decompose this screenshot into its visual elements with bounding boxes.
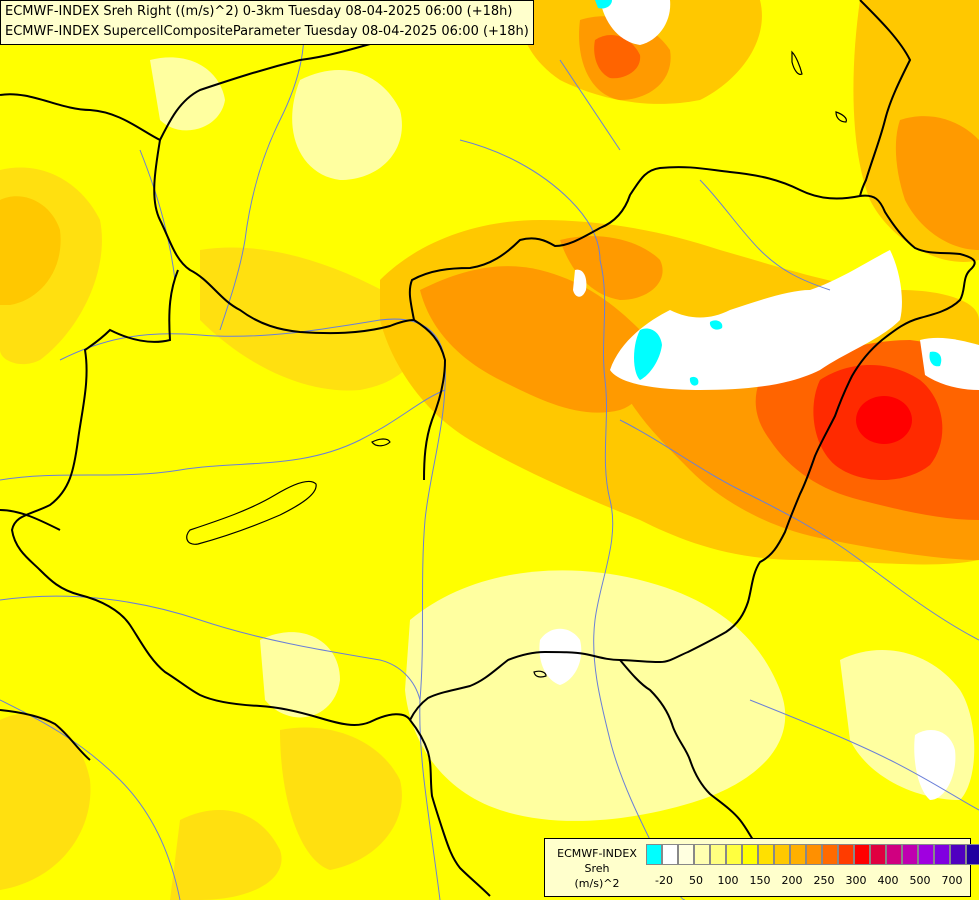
legend-tick-label: -20 [655,874,673,887]
legend-swatch [758,844,774,865]
border-at-hu [10,269,491,897]
legend-swatch [646,844,662,865]
lake-south [533,670,547,678]
border-south [0,709,91,761]
legend-title: ECMWF-INDEX Sreh (m/s)^2 [549,846,645,891]
legend-swatch [678,844,694,865]
legend-title-variable: Sreh [584,862,610,875]
legend-tick-label: 250 [813,874,835,887]
legend-tick-label: 150 [749,874,771,887]
legend-swatch [886,844,902,865]
legend-tick-label: 50 [689,874,703,887]
lake-balaton [186,480,317,545]
legend-swatch [742,844,758,865]
legend-title-units: (m/s)^2 [574,877,620,890]
legend-swatch [934,844,950,865]
border-east [409,269,971,721]
lake-ne [835,111,847,123]
legend-swatch [822,844,838,865]
legend-swatch [902,844,918,865]
map-title-line-1: ECMWF-INDEX Sreh Right ((m/s)^2) 0-3km T… [5,4,513,19]
lake-north [791,50,803,75]
legend-swatch [966,844,979,865]
legend-swatch [870,844,886,865]
legend-title-model: ECMWF-INDEX [557,847,637,860]
color-legend: ECMWF-INDEX Sreh (m/s)^2 -20 50 100 150 200 2… [544,838,979,897]
legend-swatches [646,844,979,865]
border-west [413,319,447,481]
lake-outlines [186,50,847,678]
legend-tick-label: 100 [717,874,739,887]
legend-swatch [838,844,854,865]
legend-swatch [710,844,726,865]
border-cz-sk [153,139,976,335]
legend-swatch [918,844,934,865]
legend-ticks: -20 50 100 150 200 250 300 400 500 700 [646,874,976,890]
deep-red-core [856,396,912,444]
white-zones [539,0,979,800]
cyan-spots [595,0,942,386]
map-title-line-2: ECMWF-INDEX SupercellCompositeParameter … [5,24,529,39]
legend-tick-label: 200 [781,874,803,887]
border-sw [0,509,61,531]
lake-small [371,438,391,447]
legend-swatch [790,844,806,865]
border-far-north [859,0,912,197]
legend-swatch [950,844,966,865]
legend-swatch [774,844,790,865]
legend-swatch [806,844,822,865]
legend-tick-label: 700 [941,874,963,887]
legend-swatch [726,844,742,865]
map-title-box: ECMWF-INDEX Sreh Right ((m/s)^2) 0-3km T… [0,0,534,45]
legend-swatch [662,844,678,865]
legend-tick-label: 300 [845,874,867,887]
legend-swatch [854,844,870,865]
legend-swatch [694,844,710,865]
legend-tick-label: 500 [909,874,931,887]
legend-tick-label: 400 [877,874,899,887]
